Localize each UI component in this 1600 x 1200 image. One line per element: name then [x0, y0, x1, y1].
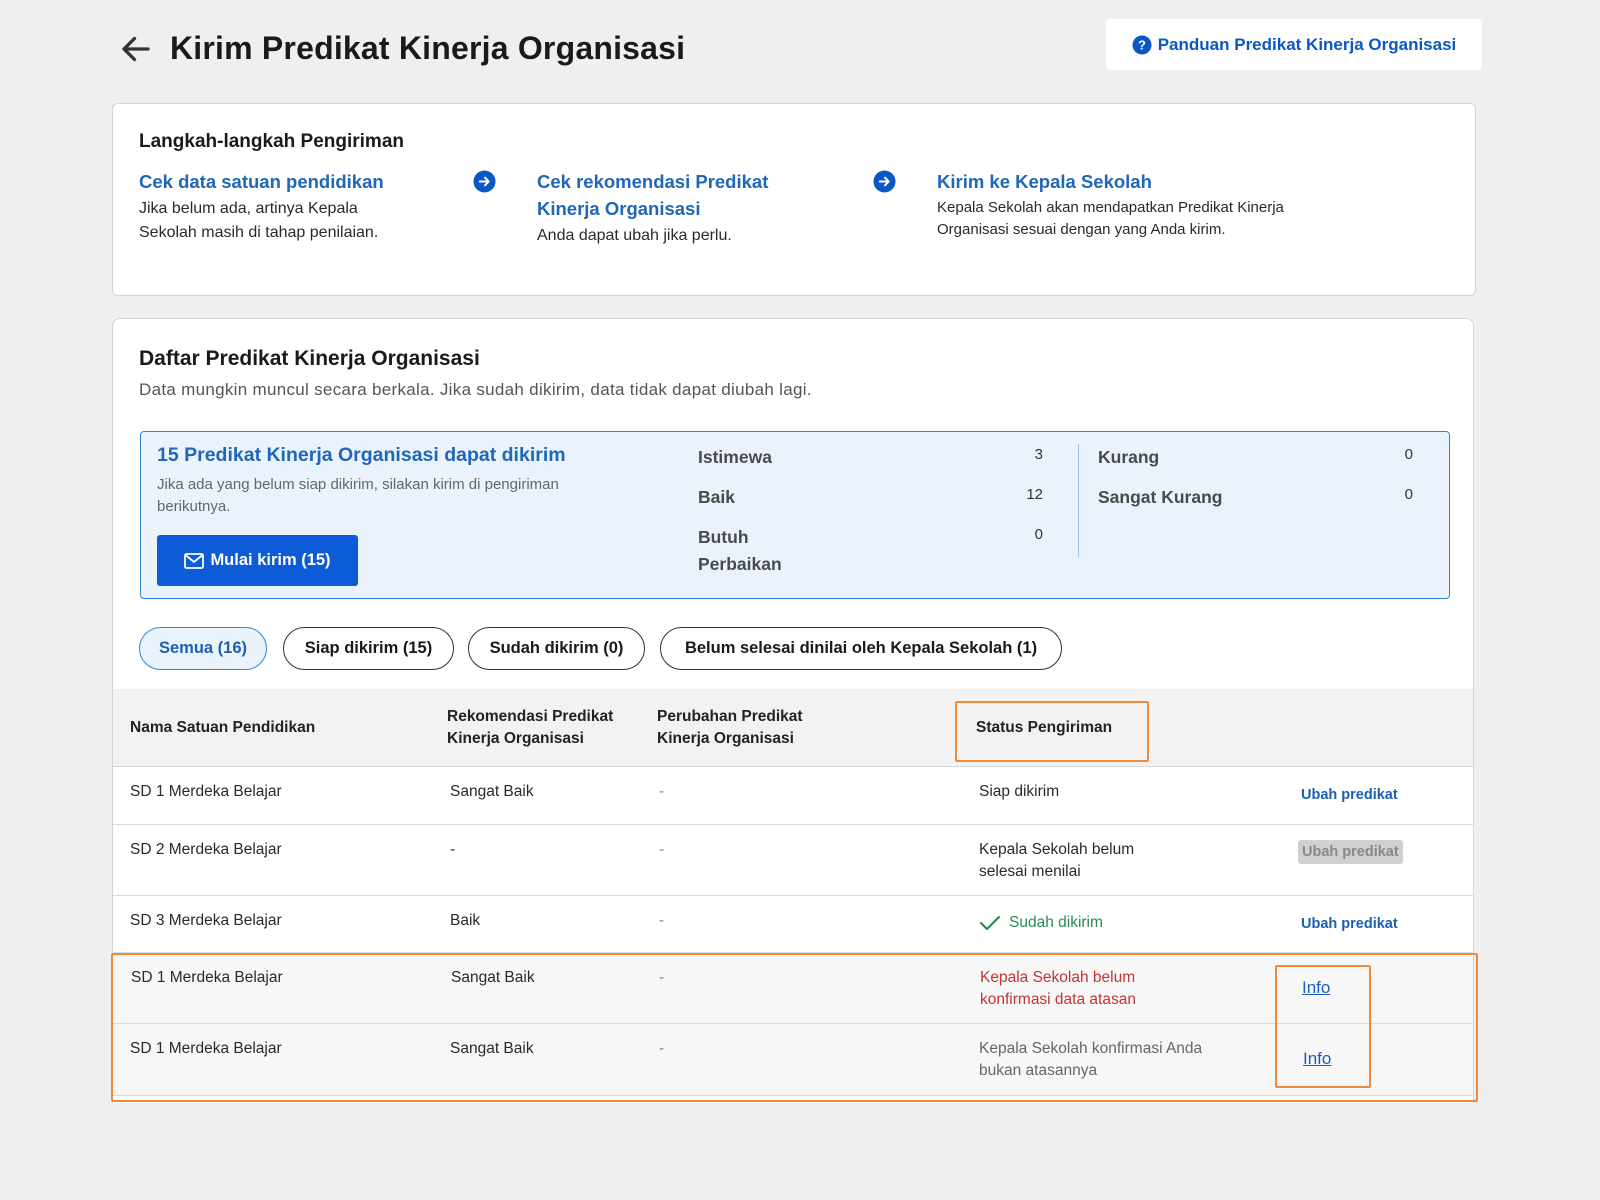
summary-box: 15 Predikat Kinerja Organisasi dapat dik…: [140, 431, 1450, 599]
list-subtitle: Data mungkin muncul secara berkala. Jika…: [139, 380, 812, 399]
steps-card: Langkah-langkah Pengiriman Cek data satu…: [112, 103, 1476, 296]
table-row: SD 2 Merdeka Belajar - - Kepala Sekolah …: [113, 825, 1473, 896]
change: -: [659, 969, 665, 986]
step-3: Kirim ke Kepala Sekolah Kepala Sekolah a…: [937, 168, 1347, 241]
status: Kepala Sekolah belum konfirmasi data ata…: [980, 969, 1136, 1008]
arrow-right-circle-icon: [473, 170, 496, 193]
change: -: [659, 912, 665, 929]
school-name: SD 2 Merdeka Belajar: [130, 841, 282, 858]
check-icon: [979, 915, 1001, 931]
guide-button[interactable]: ? Panduan Predikat Kinerja Organisasi: [1106, 19, 1482, 70]
change: -: [659, 1040, 665, 1057]
column-header: Status Pengiriman: [976, 719, 1113, 736]
table-row: SD 1 Merdeka Belajar Sangat Baik - Siap …: [113, 767, 1473, 825]
send-button[interactable]: Mulai kirim (15): [157, 535, 358, 586]
stat-label: Baik: [698, 487, 735, 507]
arrow-right-circle-icon: [873, 170, 896, 193]
stat-value: 0: [1404, 446, 1413, 463]
school-name: SD 3 Merdeka Belajar: [130, 912, 282, 929]
filter-chip-sent[interactable]: Sudah dikirim (0): [468, 627, 645, 670]
stat-value: 12: [1026, 486, 1043, 503]
table-row: SD 3 Merdeka Belajar Baik - Sudah dikiri…: [113, 896, 1473, 953]
mail-icon: [184, 552, 205, 569]
change: -: [659, 783, 665, 800]
page-header: Kirim Predikat Kinerja Organisasi: [118, 30, 685, 67]
recommendation: Sangat Baik: [451, 969, 535, 986]
step-title: Cek rekomendasi Predikat Kinerja Organis…: [537, 171, 769, 219]
column-header: Perubahan Predikat Kinerja Organisasi: [657, 708, 803, 747]
summary-divider: [1078, 444, 1079, 557]
step-1: Cek data satuan pendidikan Jika belum ad…: [139, 168, 399, 245]
filter-chip-all[interactable]: Semua (16): [139, 627, 267, 670]
status-text: Sudah dikirim: [1009, 914, 1103, 931]
stat-label: Kurang: [1098, 447, 1160, 467]
change-predicate-link[interactable]: Ubah predikat: [1301, 787, 1398, 803]
step-2: Cek rekomendasi Predikat Kinerja Organis…: [537, 168, 807, 248]
back-arrow-icon[interactable]: [118, 31, 154, 67]
step-title: Kirim ke Kepala Sekolah: [937, 171, 1152, 192]
stat-label: Butuh Perbaikan: [698, 527, 782, 574]
filter-chip-pending[interactable]: Belum selesai dinilai oleh Kepala Sekola…: [660, 627, 1062, 670]
change: -: [659, 841, 665, 858]
status: Kepala Sekolah konfirmasi Anda bukan ata…: [979, 1040, 1203, 1079]
info-link[interactable]: Info: [1302, 978, 1331, 997]
step-desc: Jika belum ada, artinya Kepala Sekolah m…: [139, 200, 379, 241]
column-header: Rekomendasi Predikat Kinerja Organisasi: [447, 708, 614, 747]
guide-button-label: Panduan Predikat Kinerja Organisasi: [1157, 34, 1457, 54]
status: Siap dikirim: [979, 783, 1060, 800]
status: Sudah dikirim: [979, 912, 1103, 934]
list-card: Daftar Predikat Kinerja Organisasi Data …: [112, 318, 1474, 1103]
info-link[interactable]: Info: [1303, 1049, 1332, 1068]
stat-label: Istimewa: [698, 447, 772, 467]
column-header: Nama Satuan Pendidikan: [130, 719, 316, 736]
recommendation: Sangat Baik: [450, 783, 534, 800]
send-button-label: Mulai kirim (15): [210, 551, 331, 569]
page-title: Kirim Predikat Kinerja Organisasi: [170, 30, 686, 66]
stat-value: 3: [1034, 446, 1043, 463]
school-name: SD 1 Merdeka Belajar: [131, 969, 283, 986]
svg-text:?: ?: [1138, 37, 1146, 52]
change-predicate-link[interactable]: Ubah predikat: [1301, 916, 1398, 932]
change-predicate-button-disabled: Ubah predikat: [1298, 840, 1403, 864]
school-name: SD 1 Merdeka Belajar: [130, 1040, 282, 1057]
steps-title: Langkah-langkah Pengiriman: [139, 131, 404, 152]
recommendation: -: [450, 841, 456, 858]
table-row: SD 1 Merdeka Belajar Sangat Baik - Kepal…: [113, 953, 1473, 1024]
table-row: SD 1 Merdeka Belajar Sangat Baik - Kepal…: [113, 1024, 1473, 1096]
step-desc: Anda dapat ubah jika perlu.: [537, 227, 732, 244]
stat-value: 0: [1034, 526, 1043, 543]
stat-value: 0: [1404, 486, 1413, 503]
step-desc: Kepala Sekolah akan mendapatkan Predikat…: [937, 199, 1284, 238]
step-title: Cek data satuan pendidikan: [139, 171, 384, 192]
help-icon: ?: [1132, 35, 1152, 54]
school-name: SD 1 Merdeka Belajar: [130, 783, 282, 800]
list-title: Daftar Predikat Kinerja Organisasi: [139, 347, 480, 370]
filter-chip-ready[interactable]: Siap dikirim (15): [283, 627, 454, 670]
stat-label: Sangat Kurang: [1098, 487, 1223, 507]
status: Kepala Sekolah belum selesai menilai: [979, 841, 1135, 880]
recommendation: Baik: [450, 912, 481, 929]
table-header: Nama Satuan Pendidikan Rekomendasi Predi…: [113, 689, 1473, 767]
summary-heading: 15 Predikat Kinerja Organisasi dapat dik…: [157, 444, 566, 466]
summary-note: Jika ada yang belum siap dikirim, silaka…: [157, 476, 559, 515]
recommendation: Sangat Baik: [450, 1040, 534, 1057]
